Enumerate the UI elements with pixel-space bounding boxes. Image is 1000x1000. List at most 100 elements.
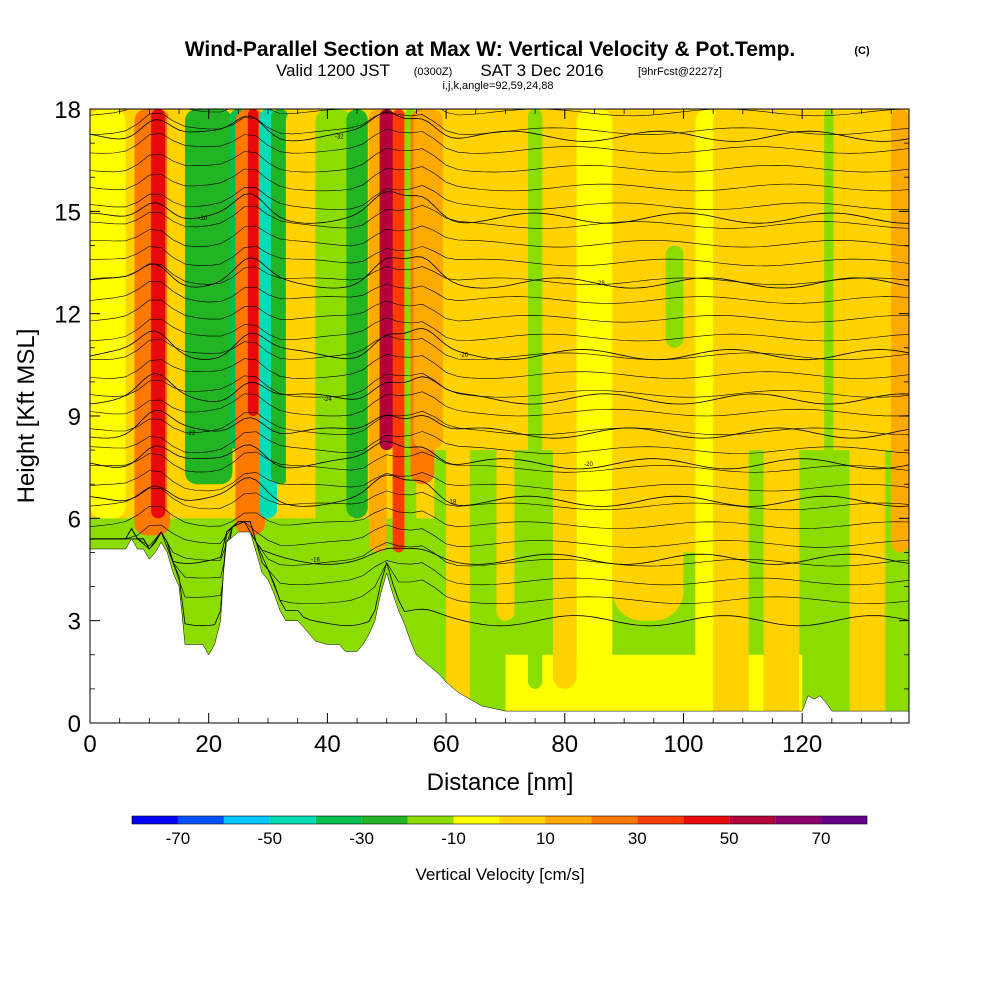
colorbar-swatch [132, 816, 178, 824]
velocity-band-green-12 [315, 109, 352, 553]
theta-contour-label: -20 [584, 462, 593, 468]
velocity-band-green-31 [824, 109, 834, 723]
theta-contour--16 [90, 521, 909, 565]
y-tick-label: 15 [54, 199, 81, 226]
y-tick-label: 6 [68, 506, 81, 533]
theta-contour-line [90, 391, 909, 417]
theta-contour--28 [90, 256, 909, 289]
colorbar-swatch [591, 816, 638, 824]
theta-contour-label: -28 [596, 281, 605, 287]
theta-contour-line [90, 166, 909, 192]
theta-contour-line [90, 521, 909, 548]
y-tick-label: 12 [54, 302, 81, 329]
theta-contour-line [90, 410, 909, 436]
terrain-mask [90, 531, 909, 723]
theta-contour-line [90, 470, 909, 492]
theta-contour-line [90, 487, 909, 511]
velocity-band-orange-33 [891, 109, 909, 553]
x-tick-label: 20 [195, 731, 222, 758]
y-tick-label: 0 [68, 711, 81, 738]
theta-contour-label: -18 [448, 499, 457, 505]
x-tick-label: 60 [433, 731, 460, 758]
chart-title-suffix: (C) [854, 45, 870, 57]
colorbar-tick-label: -10 [441, 829, 466, 848]
x-axis-title: Distance [nm] [427, 769, 574, 796]
theta-contour--20 [90, 440, 909, 470]
axis-ticks: 0 20 40 60 80 100 120 0 3 6 9 12 15 18 [54, 97, 909, 758]
y-axis-title: Height [Kft MSL] [13, 329, 40, 504]
valid-time-label: Valid 1200 JST [276, 61, 390, 80]
colorbar-tick-label: -30 [349, 829, 374, 848]
velocity-band-green-22 [527, 109, 543, 689]
theta-contour-line [90, 317, 909, 342]
x-tick-label: 80 [551, 731, 578, 758]
x-tick-label: 0 [83, 731, 96, 758]
valid-date-label: SAT 3 Dec 2016 [480, 61, 603, 80]
theta-contour-line [90, 299, 909, 323]
theta-contour--22 [90, 409, 909, 439]
theta-contour-line [90, 451, 909, 473]
utc-time-label: (0300Z) [414, 66, 453, 78]
velocity-band-red-3 [151, 109, 166, 519]
theta-contour--18 [90, 474, 909, 507]
theta-contour-label: -24 [323, 397, 332, 403]
colorbar-tick-label: -70 [166, 829, 191, 848]
colorbar-swatch [729, 816, 776, 824]
velocity-band-yellow-30 [781, 177, 800, 723]
velocity-band-yellow-28 [713, 109, 749, 723]
theta-contour--24 [90, 372, 909, 405]
colorbar-swatch [821, 816, 867, 824]
colorbar-swatch [223, 816, 270, 824]
theta-contour--30 [90, 191, 909, 224]
velocity-band-orange-19 [413, 109, 444, 451]
colorbar-swatch [637, 816, 684, 824]
colorbar-swatch [683, 816, 730, 824]
y-tick-label: 9 [68, 404, 81, 431]
colorbar-swatch [545, 816, 592, 824]
theta-contour-line [90, 505, 909, 529]
colorbar: -70 -50 -30 -10 10 30 50 70 [131, 815, 868, 848]
y-tick-label: 18 [54, 97, 81, 124]
theta-contour-line [90, 128, 909, 154]
colorbar-tick-label: -50 [258, 829, 283, 848]
velocity-band-yellow-29 [763, 109, 782, 723]
colorbar-swatch [499, 816, 546, 824]
theta-contour-line [90, 110, 909, 135]
colorbar-swatch [315, 816, 362, 824]
velocity-band-yellow-20 [446, 109, 470, 723]
theta-contour-line [90, 372, 909, 398]
colorbar-swatch [453, 816, 500, 824]
theta-contour-label: -32 [335, 134, 344, 140]
velocity-band-yellow-32 [849, 109, 886, 723]
theta-contour-label: -30 [198, 216, 207, 222]
theta-contour-line [90, 245, 909, 267]
colorbar-label: Vertical Velocity [cm/s] [415, 865, 584, 884]
theta-contour-line [90, 335, 909, 361]
colorbar-tick-label: 70 [812, 829, 831, 848]
theta-contour-line [90, 353, 909, 379]
colorbar-tick-label: 50 [720, 829, 739, 848]
velocity-band-green-10 [271, 109, 289, 485]
theta-contour-line [90, 225, 909, 248]
colorbar-frame [131, 815, 868, 825]
x-tick-label: 40 [314, 731, 341, 758]
theta-contour-line [90, 280, 909, 304]
plot-area: -14-16-18-20-22-24-26-28-30-32 [90, 109, 909, 723]
colorbar-swatch [177, 816, 224, 824]
x-tick-label: 120 [782, 731, 822, 758]
grid-index-label: i,j,k,angle=92,59,24,88 [442, 80, 553, 92]
velocity-band-yellow-21 [496, 143, 515, 621]
velocity-band-orange-16 [392, 109, 405, 553]
colorbar-swatch [775, 816, 822, 824]
velocity-band-yellow-11 [285, 109, 316, 519]
colorbar-swatch [407, 816, 454, 824]
velocity-band-green-26 [665, 245, 684, 348]
forecast-label: [9hrFcst@2227z] [638, 66, 722, 78]
velocity-band-green-24 [576, 109, 613, 723]
theta-contour-label: -22 [187, 431, 196, 437]
x-tick-label: 100 [663, 731, 703, 758]
theta-contour--26 [90, 327, 909, 361]
theta-contour-label: -26 [460, 353, 469, 359]
theta-contour-line [90, 204, 909, 229]
